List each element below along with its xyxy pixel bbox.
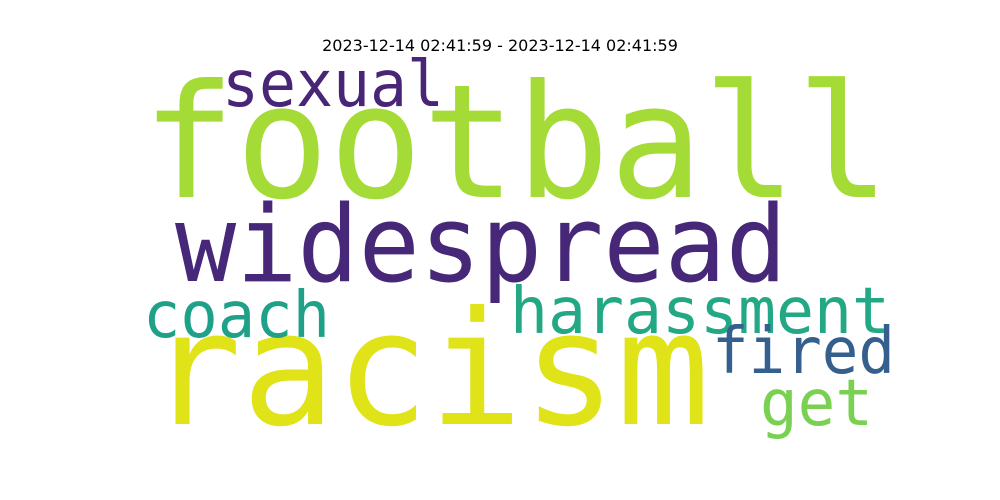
chart-title: 2023-12-14 02:41:59 - 2023-12-14 02:41:5… — [322, 36, 678, 55]
word-sexual: sexual — [222, 48, 444, 122]
word-harassment: harassment — [510, 275, 890, 349]
word-get: get — [760, 367, 873, 441]
word-football: football — [142, 51, 890, 235]
word-widespread: widespread — [175, 183, 787, 306]
word-fired: fired — [712, 315, 895, 389]
word-racism: racism — [148, 278, 710, 462]
word-coach: coach — [143, 279, 330, 353]
